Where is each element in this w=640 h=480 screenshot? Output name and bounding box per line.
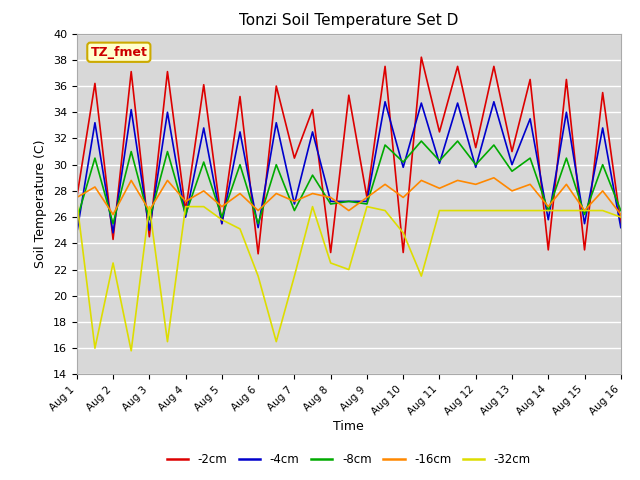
X-axis label: Time: Time	[333, 420, 364, 433]
Title: Tonzi Soil Temperature Set D: Tonzi Soil Temperature Set D	[239, 13, 458, 28]
Legend: -2cm, -4cm, -8cm, -16cm, -32cm: -2cm, -4cm, -8cm, -16cm, -32cm	[162, 448, 536, 471]
Text: TZ_fmet: TZ_fmet	[90, 46, 147, 59]
Y-axis label: Soil Temperature (C): Soil Temperature (C)	[35, 140, 47, 268]
